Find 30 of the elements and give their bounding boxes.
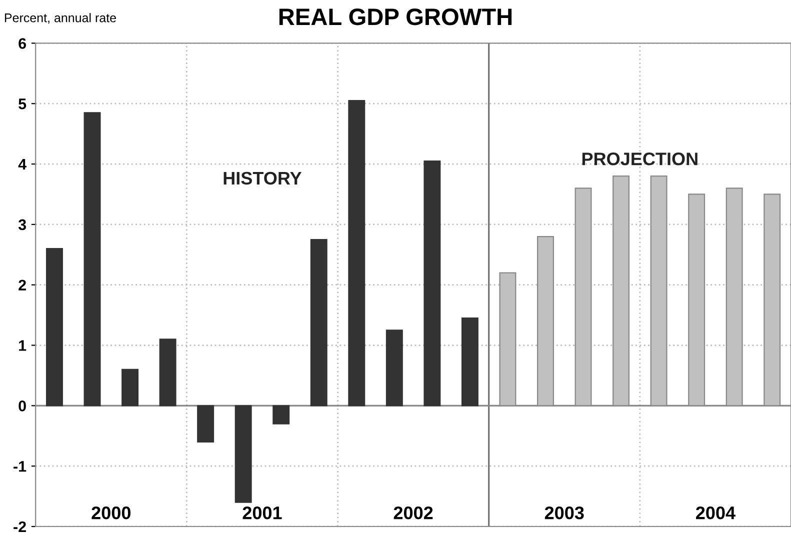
series-label: PROJECTION [582,152,698,166]
bar [272,405,290,424]
y-tick-label: 2 [18,280,26,290]
bar [46,248,63,406]
bar [348,100,366,406]
y-axis-title: Percent, annual rate [4,13,116,24]
bar [310,238,328,406]
annotation: 2002 [394,506,433,520]
bar [122,368,139,406]
y-tick-label: 5 [18,98,26,110]
y-tick-label: 4 [18,159,26,170]
text: HISTORY [224,172,302,185]
annotation: 2000 [92,506,130,520]
annotation: 2003 [544,506,584,520]
bar [461,318,478,406]
bar [234,405,252,503]
y-tick-label: 3 [18,219,26,230]
bar [386,330,403,406]
y-tick-label: 6 [18,38,26,49]
y-tick-label: 0 [18,400,26,412]
bar [197,405,214,442]
annotation: 2004 [696,506,736,520]
bar [84,112,101,406]
y-tick-label: 1 [19,340,26,351]
y-tick-label: -1 [14,461,26,472]
bar [424,160,441,406]
annotation: 2001 [242,506,282,520]
bar [159,338,176,406]
chart-title: REAL GDP GROWTH [279,8,512,26]
y-tick-label: -2 [14,521,26,532]
